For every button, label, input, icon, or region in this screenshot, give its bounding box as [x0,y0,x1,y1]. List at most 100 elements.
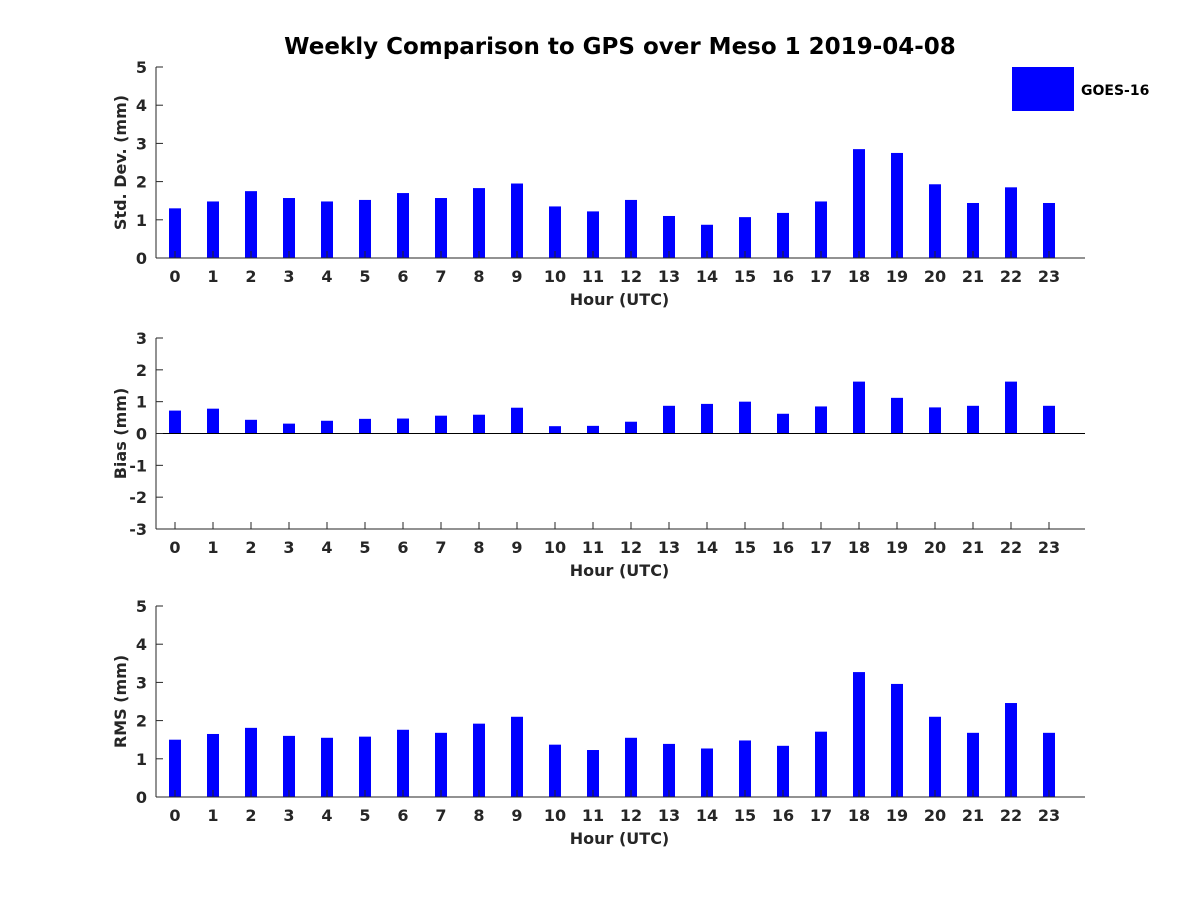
bar-rms-hour-19 [891,683,903,797]
x-tick-label-std-dev: 3 [283,267,294,286]
x-tick-label-rms: 2 [245,806,256,825]
x-tick-label-bias: 23 [1038,538,1060,557]
bar-bias-hour-18 [853,381,865,434]
bar-std-dev-hour-15 [739,217,751,258]
x-tick-label-std-dev: 5 [359,267,370,286]
x-tick-label-bias: 21 [962,538,984,557]
bar-rms-hour-18 [853,672,865,797]
bar-rms-hour-23 [1043,732,1055,797]
legend-label-goes-16: GOES-16 [1081,83,1149,99]
y-axis-label-std-dev: Std. Dev. (mm) [111,95,130,230]
x-tick-label-rms: 22 [1000,806,1022,825]
y-tick-label-bias: 1 [136,393,147,412]
bar-std-dev-hour-17 [815,201,827,258]
y-tick-label-std-dev: 1 [136,211,147,230]
x-tick-label-bias: 3 [283,538,294,557]
x-tick-label-rms: 12 [620,806,642,825]
x-tick-label-bias: 8 [473,538,484,557]
bar-bias-hour-22 [1005,381,1017,434]
bar-std-dev-hour-23 [1043,202,1055,258]
y-tick-label-bias: -3 [129,520,147,539]
bar-std-dev-hour-1 [207,201,219,258]
x-tick-label-std-dev: 23 [1038,267,1060,286]
x-tick-label-rms: 14 [696,806,718,825]
bar-rms-hour-4 [321,737,333,797]
bar-std-dev-hour-2 [245,191,257,258]
x-tick-label-rms: 6 [397,806,408,825]
x-tick-label-bias: 6 [397,538,408,557]
bar-bias-hour-4 [321,420,333,434]
bar-rms-hour-7 [435,732,447,797]
x-axis-label-rms: Hour (UTC) [570,829,670,848]
bar-rms-hour-8 [473,723,485,797]
x-tick-label-bias: 11 [582,538,604,557]
x-tick-label-bias: 9 [511,538,522,557]
x-tick-label-rms: 16 [772,806,794,825]
x-tick-label-std-dev: 6 [397,267,408,286]
bar-std-dev-hour-8 [473,188,485,258]
bar-std-dev-hour-12 [625,199,637,258]
x-tick-label-bias: 0 [169,538,180,557]
x-tick-label-std-dev: 2 [245,267,256,286]
x-tick-label-std-dev: 4 [321,267,332,286]
bar-bias-hour-13 [663,405,675,434]
x-tick-label-std-dev: 17 [810,267,832,286]
x-tick-label-bias: 18 [848,538,870,557]
x-tick-label-std-dev: 10 [544,267,566,286]
x-tick-label-bias: 4 [321,538,332,557]
bar-bias-hour-17 [815,406,827,434]
y-tick-label-rms: 0 [136,788,147,807]
x-tick-label-std-dev: 19 [886,267,908,286]
y-tick-label-rms: 1 [136,750,147,769]
bar-bias-hour-14 [701,403,713,434]
x-tick-label-rms: 23 [1038,806,1060,825]
x-axis-label-std-dev: Hour (UTC) [570,290,670,309]
bar-rms-hour-22 [1005,703,1017,797]
bar-rms-hour-21 [967,732,979,797]
bar-std-dev-hour-20 [929,184,941,258]
y-tick-label-bias: 0 [136,425,147,444]
y-tick-label-std-dev: 2 [136,173,147,192]
x-tick-label-rms: 7 [435,806,446,825]
x-tick-label-bias: 5 [359,538,370,557]
x-tick-label-bias: 2 [245,538,256,557]
x-tick-label-std-dev: 21 [962,267,984,286]
bar-rms-hour-0 [169,739,181,797]
legend-swatch [1012,67,1074,111]
y-axis-label-rms: RMS (mm) [111,655,130,748]
x-tick-label-bias: 14 [696,538,718,557]
bar-rms-hour-12 [625,737,637,797]
x-tick-label-rms: 3 [283,806,294,825]
x-tick-label-bias: 17 [810,538,832,557]
bar-rms-hour-17 [815,731,827,797]
x-tick-label-rms: 0 [169,806,180,825]
bar-bias-hour-11 [587,425,599,434]
y-tick-label-bias: 3 [136,329,147,348]
bar-std-dev-hour-0 [169,208,181,258]
y-tick-label-std-dev: 0 [136,249,147,268]
bar-rms-hour-13 [663,743,675,797]
y-tick-label-rms: 3 [136,673,147,692]
bar-rms-hour-9 [511,716,523,797]
y-tick-label-std-dev: 5 [136,58,147,77]
bar-rms-hour-14 [701,748,713,797]
y-tick-label-rms: 2 [136,712,147,731]
bar-std-dev-hour-11 [587,211,599,258]
x-tick-label-bias: 15 [734,538,756,557]
legend: GOES-16 [1012,67,1149,111]
bar-std-dev-hour-19 [891,152,903,258]
x-tick-label-rms: 15 [734,806,756,825]
bar-rms-hour-5 [359,736,371,797]
chart-title: Weekly Comparison to GPS over Meso 1 201… [284,34,956,60]
bar-rms-hour-3 [283,735,295,797]
x-tick-label-std-dev: 7 [435,267,446,286]
y-axis-label-bias: Bias (mm) [111,388,130,480]
bar-std-dev-hour-3 [283,198,295,258]
x-tick-label-std-dev: 22 [1000,267,1022,286]
x-tick-label-rms: 18 [848,806,870,825]
x-tick-label-bias: 13 [658,538,680,557]
bar-bias-hour-16 [777,413,789,434]
